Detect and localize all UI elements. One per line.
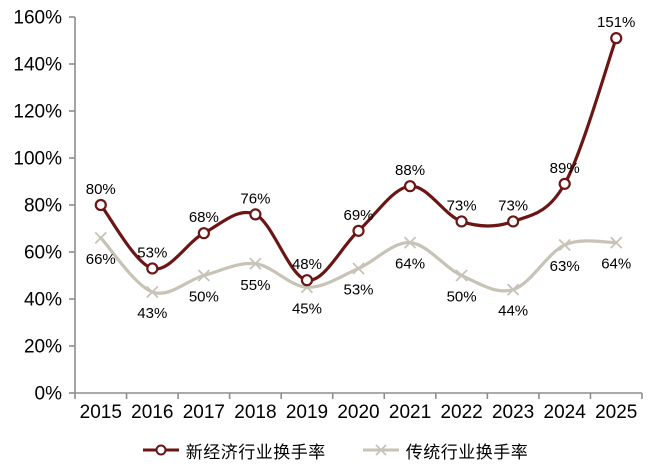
x-tick-label: 2021 <box>389 402 431 423</box>
data-point-circle-marker <box>300 274 314 287</box>
legend-item-new-economy: 新经济行业换手率 <box>142 438 326 463</box>
data-point-circle-marker <box>146 262 159 275</box>
data-label: 44% <box>498 303 528 320</box>
y-tick-label: 100% <box>13 149 62 170</box>
data-point-x-marker <box>403 236 417 249</box>
data-point-circle-marker <box>249 208 262 221</box>
legend-item-traditional: 传统行业换手率 <box>362 438 529 463</box>
data-label: 64% <box>601 256 631 273</box>
x-tick-label: 2025 <box>595 402 637 423</box>
data-point-x-marker <box>249 257 262 270</box>
legend-label-new-economy: 新经济行业换手率 <box>185 442 326 462</box>
data-point-circle-marker <box>507 215 520 228</box>
traditional-line-sample <box>362 444 399 456</box>
y-tick-label: 80% <box>24 196 62 217</box>
x-tick-label: 2018 <box>234 402 276 423</box>
data-point-x-marker <box>146 285 159 299</box>
data-label: 53% <box>137 244 167 261</box>
chart-canvas: 0% 20% 40% 60% 80% 100% 120% 140% 160% 2015 2016 20… <box>13 8 643 423</box>
data-point-x-marker <box>197 269 211 282</box>
chart-legend: 新经济行业换手率 传统行业换手率 <box>0 430 670 470</box>
data-point-circle-marker <box>352 224 365 237</box>
y-tick-label: 0% <box>35 384 63 405</box>
data-point-circle-marker <box>403 180 417 193</box>
y-tick-label: 20% <box>24 337 62 358</box>
x-tick-label: 2024 <box>544 402 587 423</box>
data-point-circle-marker <box>610 32 623 45</box>
data-point-circle-marker <box>94 198 107 212</box>
data-label: 66% <box>86 251 116 268</box>
data-label: 53% <box>343 281 373 298</box>
data-label: 50% <box>447 289 477 306</box>
data-label: 73% <box>498 197 528 214</box>
data-point-x-marker <box>610 236 623 249</box>
data-point-x-marker <box>455 269 468 282</box>
legend-label-traditional: 传统行业换手率 <box>405 442 529 462</box>
x-tick-label: 2022 <box>440 402 482 423</box>
data-label: 48% <box>292 256 322 273</box>
data-label: 63% <box>550 258 580 275</box>
data-label: 73% <box>447 197 477 214</box>
data-label: 55% <box>240 277 270 294</box>
data-point-circle-marker <box>455 215 468 228</box>
data-label: 69% <box>343 207 373 224</box>
data-label: 76% <box>240 190 270 207</box>
series-line-0 <box>99 36 618 282</box>
y-tick-label: 60% <box>24 243 62 264</box>
data-point-circle-marker <box>558 177 571 190</box>
data-point-x-marker <box>558 238 571 252</box>
y-tick-label: 40% <box>24 290 62 311</box>
x-tick-label: 2016 <box>131 402 173 423</box>
data-point-circle-marker <box>197 227 210 240</box>
data-label: 64% <box>395 256 425 273</box>
data-point-x-marker <box>506 283 520 296</box>
data-label: 88% <box>395 162 425 179</box>
data-label: 45% <box>292 300 322 317</box>
y-tick-label: 140% <box>13 55 62 76</box>
x-tick-label: 2017 <box>183 402 225 423</box>
data-point-x-marker <box>94 231 107 245</box>
y-tick-label: 120% <box>13 102 62 123</box>
data-label: 43% <box>137 305 167 322</box>
data-point-x-marker <box>352 262 365 275</box>
data-label: 68% <box>189 209 219 226</box>
x-tick-label: 2015 <box>80 402 122 423</box>
data-label: 50% <box>189 289 219 306</box>
data-label: 89% <box>550 160 580 177</box>
x-tick-label: 2023 <box>492 402 534 423</box>
data-label: 151% <box>597 14 635 31</box>
y-tick-label: 160% <box>13 8 62 29</box>
new-economy-line-sample <box>142 444 179 456</box>
data-label: 80% <box>86 181 116 198</box>
x-tick-label: 2019 <box>286 402 328 423</box>
x-tick-label: 2020 <box>337 402 379 423</box>
